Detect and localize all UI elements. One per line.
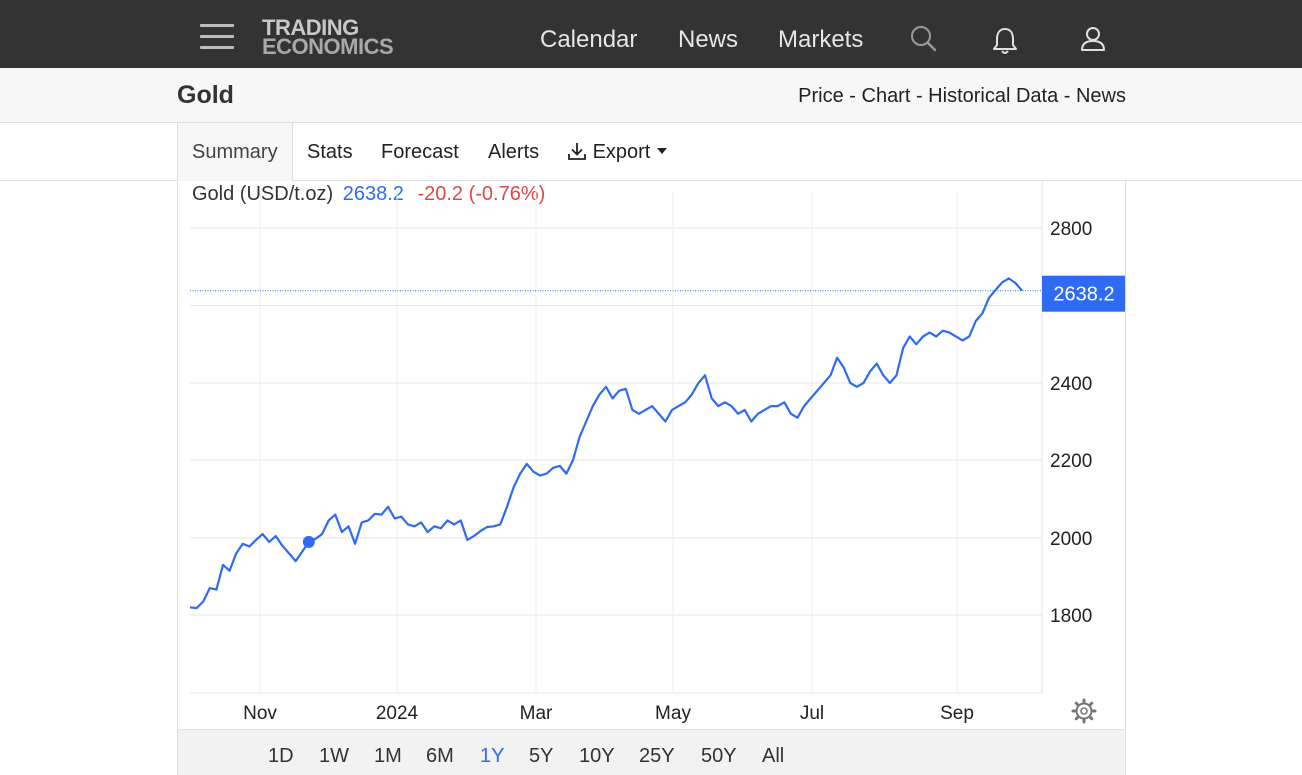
range-1d[interactable]: 1D — [268, 745, 294, 767]
y-tick-label: 2200 — [1050, 451, 1092, 472]
range-1y[interactable]: 1Y — [480, 745, 505, 767]
range-1w[interactable]: 1W — [319, 745, 349, 767]
instrument-name: Gold (USD/t.oz) — [192, 183, 334, 205]
nav-markets[interactable]: Markets — [778, 26, 864, 53]
nav-news[interactable]: News — [678, 26, 739, 53]
caret-down-icon — [656, 148, 667, 154]
series-marker[interactable] — [302, 535, 315, 548]
chart-title: Gold (USD/t.oz) 2638.2 -20.2 (-0.76%) — [192, 183, 545, 206]
export-label: Export — [592, 141, 651, 163]
tab-forecast[interactable]: Forecast — [381, 141, 459, 163]
range-10y[interactable]: 10Y — [579, 745, 615, 767]
series-line — [189, 277, 1023, 610]
settings-icon[interactable] — [1071, 698, 1097, 724]
range-all[interactable]: All — [762, 745, 785, 767]
y-tick-label: 1800 — [1050, 606, 1092, 627]
range-6m[interactable]: 6M — [426, 745, 454, 767]
x-tick-label: May — [655, 703, 691, 724]
last-value-label: 2638.2 — [1053, 284, 1114, 306]
x-axis-labels: Nov 2024 Mar May Jul Sep — [243, 703, 974, 724]
range-selector: 1D 1W 1M 6M 1Y 5Y 10Y 25Y 50Y All — [178, 729, 1125, 775]
page-header: Gold Price - Chart - Historical Data - N… — [0, 68, 1302, 123]
y-axis-labels: 2800 2400 2200 2000 1800 — [1050, 219, 1092, 627]
download-icon — [568, 143, 586, 160]
y-tick-label: 2800 — [1050, 219, 1092, 240]
x-tick-label: 2024 — [376, 703, 419, 724]
logo-line1: TRADING — [262, 15, 359, 40]
last-value-badge: 2638.2 — [1042, 275, 1125, 312]
range-5y[interactable]: 5Y — [529, 745, 554, 767]
x-tick-label: Nov — [243, 703, 277, 724]
x-tick-label: Mar — [520, 703, 553, 724]
export-button[interactable]: Export — [567, 123, 668, 181]
tab-stats[interactable]: Stats — [307, 141, 353, 163]
range-50y[interactable]: 50Y — [701, 745, 737, 767]
nav-calendar[interactable]: Calendar — [540, 26, 638, 53]
price-change: -20.2 (-0.76%) — [417, 183, 546, 205]
x-tick-label: Jul — [800, 703, 824, 724]
search-icon[interactable] — [909, 24, 939, 54]
logo[interactable]: TRADING ECONOMICS — [262, 15, 394, 59]
tab-bar: Summary Stats Forecast Alerts Export — [0, 123, 1302, 182]
user-icon[interactable] — [1079, 25, 1107, 53]
bell-icon[interactable] — [991, 26, 1019, 56]
y-tick-label: 2000 — [1050, 529, 1092, 550]
section-links[interactable]: Price - Chart - Historical Data - News — [798, 85, 1126, 107]
chart-grid — [190, 181, 1043, 694]
tab-alerts[interactable]: Alerts — [488, 141, 540, 163]
tab-summary[interactable]: Summary — [177, 123, 293, 182]
last-price: 2638.2 — [342, 183, 404, 205]
price-chart[interactable]: 2800 2400 2200 2000 1800 Nov 2024 Mar May Jul Sep… — [178, 181, 1125, 729]
chart-panel: Gold (USD/t.oz) 2638.2 -20.2 (-0.76%) 28… — [177, 181, 1126, 775]
range-25y[interactable]: 25Y — [639, 745, 675, 767]
menu-icon[interactable] — [200, 24, 234, 50]
page-title: Gold — [177, 81, 234, 109]
y-tick-label: 2400 — [1050, 374, 1092, 395]
logo-line2: ECONOMICS — [262, 34, 394, 59]
x-tick-label: Sep — [940, 703, 974, 724]
top-navbar: TRADING ECONOMICS Calendar News Markets — [0, 0, 1302, 68]
range-1m[interactable]: 1M — [374, 745, 402, 767]
